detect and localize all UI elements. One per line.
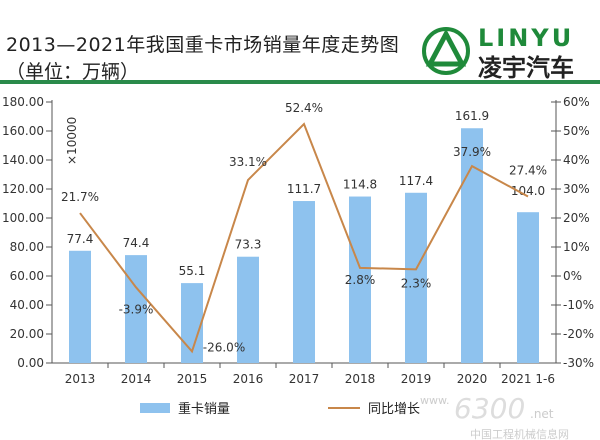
right-tick-label: -30% [563,356,594,370]
watermark-logo: 6300 [454,392,525,425]
unit-label: ×10000 [65,117,79,165]
x-tick-label: 2021 1-6 [501,372,555,386]
left-tick-label: 180.00 [2,95,44,109]
line-label: -26.0% [203,340,245,354]
bar-label: 77.4 [67,232,94,246]
bar-label: 55.1 [179,264,206,278]
line-label: -3.9% [119,302,154,316]
line-label: 27.4% [509,164,547,178]
line-label: 21.7% [61,190,99,204]
right-tick-label: 0% [563,269,582,283]
logo-text-cn: 凌宇汽车 [478,54,574,82]
watermark-www: www. [420,394,449,407]
bar [237,256,259,363]
left-tick-label: 0.00 [17,356,44,370]
bar-label: 161.9 [455,109,489,123]
linyu-logo: LINYU 凌宇汽车 [418,24,598,82]
left-tick-label: 160.00 [2,124,44,138]
bar [517,212,539,363]
watermark-site: 中国工程机械信息网 [470,427,569,440]
logo-emblem-icon [422,27,470,75]
line-label: 2.8% [345,273,376,287]
bar-label: 73.3 [235,238,262,252]
right-tick-label: -20% [563,327,594,341]
left-tick-label: 100.00 [2,211,44,225]
bar-label: 117.4 [399,174,433,188]
x-tick-label: 2018 [345,372,376,386]
bar [405,192,427,363]
left-tick-label: 80.00 [10,240,44,254]
left-tick-label: 60.00 [10,269,44,283]
legend-bar-label: 重卡销量 [178,401,230,417]
logo-text-en: LINYU [478,24,575,52]
line-label: 37.9% [453,145,491,159]
left-tick-label: 120.00 [2,182,44,196]
x-tick-label: 2017 [289,372,320,386]
right-tick-label: 50% [563,124,590,138]
bar-label: 74.4 [123,236,150,250]
x-tick-label: 2015 [177,372,208,386]
bar-label: 111.7 [287,182,321,196]
right-tick-label: 10% [563,240,590,254]
left-tick-label: 40.00 [10,298,44,312]
growth-line [79,122,529,354]
right-tick-label: 30% [563,182,590,196]
bar [125,255,147,363]
bar-label: 114.8 [343,178,377,192]
bar [293,201,315,363]
right-tick-label: -10% [563,298,594,312]
chart-title: 2013—2021年我国重卡市场销量年度走势图 [6,34,400,56]
bar-label: 104.0 [511,184,545,198]
x-tick-label: 2019 [401,372,432,386]
bar [69,250,91,363]
watermark-net: .net [530,407,554,421]
bar [349,196,371,363]
bar [181,283,203,363]
legend-line-label: 同比增长 [368,402,420,417]
right-tick-label: 60% [563,95,590,109]
right-tick-label: 20% [563,211,590,225]
legend-bar-swatch [140,403,170,413]
chart-unit: （单位：万辆） [6,61,140,83]
x-tick-label: 2016 [233,372,264,386]
x-tick-label: 2013 [65,372,96,386]
header-divider [0,80,600,84]
right-tick-label: 40% [563,153,590,167]
x-tick-label: 2014 [121,372,152,386]
left-tick-label: 140.00 [2,153,44,167]
line-label: 33.1% [229,155,267,169]
left-tick-label: 20.00 [10,327,44,341]
x-tick-label: 2020 [457,372,488,386]
bar [461,128,483,363]
line-label: 52.4% [285,101,323,115]
line-label: 2.3% [401,276,432,290]
